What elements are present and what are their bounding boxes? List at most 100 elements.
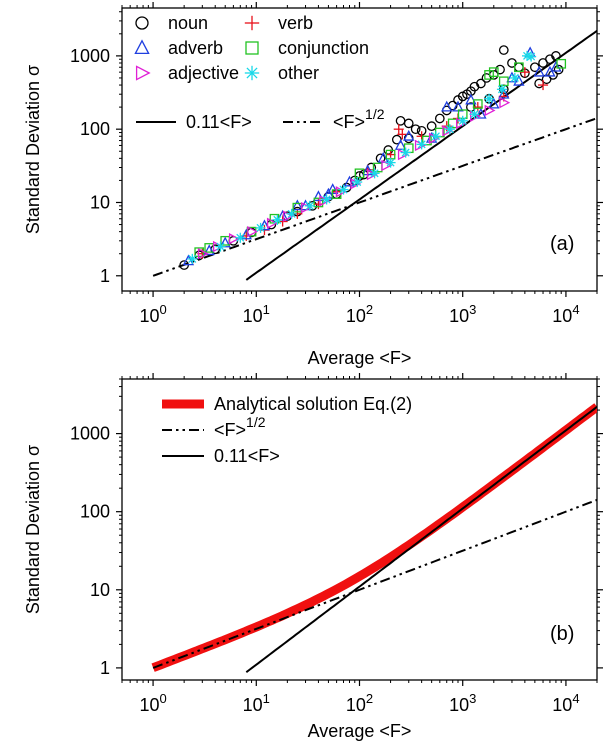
data-point-adjective	[442, 125, 454, 137]
data-point-adjective	[499, 96, 511, 109]
y-tick-label: 10	[90, 192, 110, 212]
data-point-other	[272, 214, 283, 225]
data-point-other	[526, 51, 537, 62]
y-axis-label: Standard Deviation σ	[23, 65, 43, 234]
legend-marker-adverb	[134, 39, 150, 55]
data-point-other	[385, 157, 396, 168]
legend-line-label-0: 0.11<F>	[186, 112, 252, 132]
data-point-noun	[410, 124, 421, 135]
data-point-adverb	[550, 60, 562, 72]
series-other	[187, 50, 537, 264]
data-point-noun	[395, 115, 406, 126]
series-adverb	[182, 46, 562, 266]
panel-a: 100 101 102 103 104 1 10 100 1000 Average <F> Stan…	[23, 2, 603, 368]
legend-label-other: other	[278, 63, 319, 83]
data-point-adverb	[258, 219, 271, 231]
panel-annotation: (a)	[550, 233, 574, 255]
y-axis-label: Standard Deviation σ	[23, 445, 43, 614]
legend-label-adjective: adjective	[168, 63, 239, 83]
data-point-adverb	[203, 244, 215, 256]
data-point-other	[369, 168, 380, 179]
data-point-adjective	[484, 104, 496, 117]
legend-label-conjunction: conjunction	[278, 38, 369, 58]
data-point-verb	[519, 67, 530, 78]
legend-label-1: <F>1/2	[214, 414, 266, 440]
legend-marker-adjective	[135, 65, 151, 81]
data-point-other	[255, 222, 266, 233]
x-axis: 100 101 102 103 104	[121, 2, 598, 326]
data-point-adverb	[403, 129, 415, 141]
legend-label-0: Analytical solution Eq.(2)	[214, 394, 412, 414]
plot-area	[152, 29, 597, 281]
data-point-noun	[476, 78, 486, 89]
data-point-conjunction	[514, 62, 524, 73]
data-point-other	[352, 177, 363, 188]
legend-line-label-1: <F>1/2	[333, 106, 385, 132]
data-point-conjunction	[556, 58, 567, 69]
line-dashdotdot	[152, 117, 597, 277]
x-tick-label: 100	[139, 302, 166, 326]
x-axis: 100 101 102 103 104	[121, 373, 598, 715]
data-point-other	[416, 139, 427, 150]
legend-label-noun: noun	[168, 13, 208, 33]
data-point-other	[457, 115, 468, 126]
data-point-adverb	[441, 100, 453, 112]
data-point-noun	[551, 51, 561, 61]
y-tick-label: 100	[80, 119, 110, 139]
data-point-other	[215, 241, 226, 252]
x-tick-label: 103	[449, 302, 476, 326]
x-tick-label: 104	[552, 302, 579, 326]
data-point-conjunction	[498, 76, 509, 87]
y-tick-label: 1000	[70, 424, 110, 444]
data-point-other	[321, 194, 332, 205]
x-axis-label: Average <F>	[308, 348, 412, 368]
data-point-noun	[495, 64, 505, 75]
y-axis: 1 10 100 1000	[70, 11, 603, 286]
panel-b: 100 101 102 103 104 1 10 100 1000 Average <F> Stan…	[23, 373, 603, 741]
data-point-adverb	[533, 65, 545, 77]
x-tick-label: 100	[139, 691, 166, 715]
data-point-adverb	[488, 97, 500, 109]
data-point-adjective	[319, 195, 331, 207]
x-tick-label: 102	[346, 691, 373, 715]
data-point-other	[235, 232, 246, 243]
data-point-adverb	[343, 175, 356, 187]
data-point-noun	[553, 64, 564, 75]
data-point-conjunction	[313, 197, 324, 208]
data-point-other	[484, 93, 495, 104]
data-point-other	[444, 124, 455, 135]
plot-frame	[121, 378, 598, 681]
data-point-adjective	[247, 225, 259, 238]
data-point-adjective	[197, 248, 209, 260]
data-point-noun	[541, 74, 552, 85]
line-solid	[245, 406, 597, 673]
y-tick-label: 1000	[70, 46, 110, 66]
data-point-other	[304, 200, 315, 211]
legend-label-verb: verb	[278, 13, 313, 33]
legend-label-2: 0.11<F>	[214, 446, 280, 466]
y-tick-label: 10	[90, 580, 110, 600]
data-point-verb	[393, 124, 404, 135]
data-point-adverb	[291, 199, 304, 211]
legend-marker-other	[244, 65, 260, 81]
legend: noun verb adverb conjunction adjective other 0…	[134, 13, 385, 132]
data-point-other	[509, 72, 520, 83]
data-point-verb	[537, 80, 549, 91]
panel-annotation: (b)	[550, 623, 574, 645]
data-point-other	[430, 131, 441, 142]
y-tick-label: 100	[80, 502, 110, 522]
data-point-noun	[403, 118, 414, 129]
data-point-adverb	[276, 209, 289, 221]
legend-marker-noun	[135, 16, 149, 30]
line-solid	[245, 29, 597, 281]
data-point-other	[187, 253, 198, 264]
y-axis: 1 10 100 1000	[70, 378, 603, 678]
data-point-adjective	[266, 217, 278, 229]
legend-marker-verb	[244, 15, 260, 31]
data-point-adverb	[513, 74, 525, 86]
plot-area	[151, 403, 597, 673]
data-point-other	[400, 147, 411, 158]
data-point-conjunction	[472, 99, 483, 109]
legend-label-adverb: adverb	[168, 38, 223, 58]
